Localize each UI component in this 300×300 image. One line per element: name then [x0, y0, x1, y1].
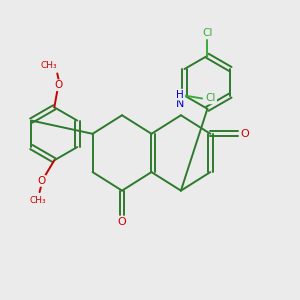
Text: N: N [176, 99, 184, 109]
Text: O: O [37, 176, 45, 186]
Text: CH₃: CH₃ [30, 196, 46, 205]
Text: H: H [176, 90, 184, 100]
Text: CH₃: CH₃ [40, 61, 57, 70]
Text: O: O [240, 129, 249, 139]
Text: Cl: Cl [202, 28, 213, 38]
Text: O: O [118, 217, 126, 226]
Text: Cl: Cl [206, 94, 216, 103]
Text: O: O [55, 80, 63, 90]
